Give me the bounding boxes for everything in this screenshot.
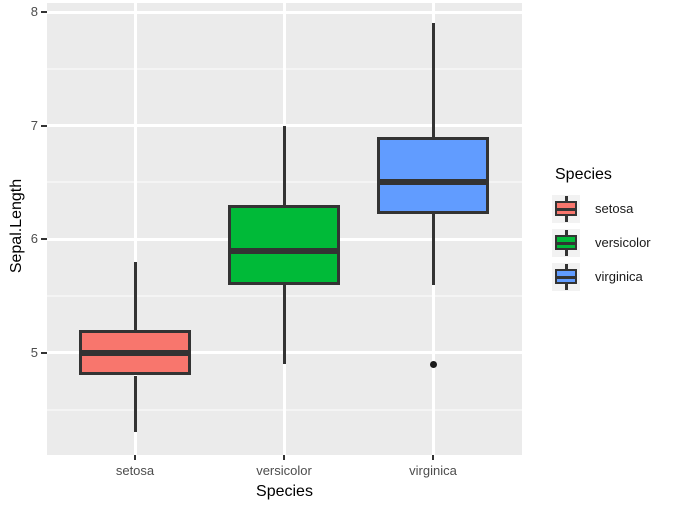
legend-item-setosa: setosa	[552, 195, 676, 223]
legend-key-box	[555, 269, 577, 284]
y-tick-mark	[41, 11, 47, 14]
legend-label: versicolor	[595, 235, 651, 250]
y-tick-label: 6	[30, 231, 38, 247]
legend-label: virginica	[595, 269, 643, 284]
whisker-upper-setosa	[133, 261, 137, 331]
legend-key	[552, 263, 580, 291]
whisker-lower-setosa	[133, 375, 137, 433]
median-versicolor	[228, 247, 340, 254]
whisker-lower-virginica	[431, 213, 435, 285]
y-tick-label: 5	[30, 344, 38, 360]
legend-key	[552, 229, 580, 257]
legend-key-box	[555, 235, 577, 250]
legend-key-median	[557, 242, 575, 245]
y-tick-mark	[41, 238, 47, 241]
x-tick-mark	[432, 455, 434, 460]
x-tick-mark	[134, 455, 136, 460]
median-virginica	[377, 179, 489, 186]
x-axis-title: Species	[256, 483, 313, 500]
y-axis-title: Sepal.Length	[8, 178, 25, 274]
x-tick-label: versicolor	[256, 463, 312, 478]
legend-key	[552, 195, 580, 223]
median-setosa	[79, 349, 191, 356]
chart-panel	[47, 3, 522, 455]
legend-key-box	[555, 201, 577, 216]
legend-key-median	[557, 208, 575, 211]
x-tick-label: setosa	[115, 463, 155, 478]
whisker-lower-versicolor	[282, 284, 286, 365]
legend-title: Species	[555, 166, 612, 183]
outlier-point-virginica	[429, 360, 437, 368]
y-tick-mark	[41, 351, 47, 354]
legend-item-versicolor: versicolor	[552, 229, 676, 257]
y-tick-mark	[41, 124, 47, 127]
gridline-vertical	[133, 3, 137, 455]
whisker-upper-virginica	[431, 23, 435, 137]
y-tick-label: 7	[30, 117, 38, 133]
box-versicolor	[228, 205, 340, 285]
y-tick-label: 8	[30, 4, 38, 20]
legend-label: setosa	[595, 201, 634, 216]
legend-item-virginica: virginica	[552, 263, 676, 291]
whisker-upper-versicolor	[282, 125, 286, 206]
box-virginica	[377, 137, 489, 214]
x-tick-mark	[283, 455, 285, 460]
legend-key-median	[557, 276, 575, 279]
x-tick-label: virginica	[409, 463, 457, 478]
